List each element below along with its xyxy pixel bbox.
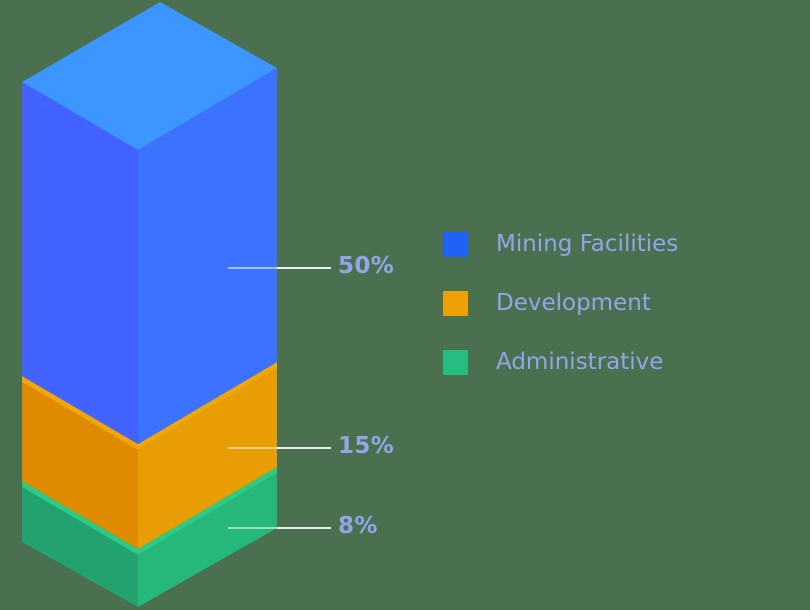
segment-left-face: [22, 382, 138, 549]
segment-right-face: [138, 368, 277, 549]
segment-right-face: [138, 473, 277, 607]
segment-top-face-right: [138, 467, 277, 555]
segment-top-face-left: [22, 481, 138, 555]
bar-top-face: [22, 2, 277, 150]
segment-left-face: [22, 487, 138, 607]
legend-item-development[interactable]: Development: [443, 290, 678, 316]
value-label-administrative: 8%: [338, 513, 378, 539]
bar-segment-development[interactable]: [22, 362, 277, 549]
legend-item-mining-facilities[interactable]: Mining Facilities: [443, 231, 678, 257]
segment-top-face-left: [22, 376, 138, 450]
segment-top-face-right: [138, 362, 277, 450]
legend-label: Development: [496, 289, 651, 316]
legend-label: Administrative: [496, 348, 664, 375]
value-label-development: 15%: [338, 433, 395, 459]
legend-swatch-icon: [443, 290, 468, 316]
segment-left-face: [22, 82, 138, 444]
value-label-mining-facilities: 50%: [338, 253, 395, 279]
chart-legend: Mining Facilities Development Administra…: [443, 231, 678, 375]
bar-segment-administrative[interactable]: [22, 467, 277, 607]
legend-label: Mining Facilities: [496, 230, 679, 257]
legend-swatch-icon: [443, 349, 468, 375]
legend-swatch-icon: [443, 231, 468, 257]
leader-lines: [228, 267, 331, 529]
segment-right-face: [138, 68, 277, 444]
bar-segment-mining-facilities[interactable]: [22, 2, 277, 444]
legend-item-administrative[interactable]: Administrative: [443, 349, 678, 375]
